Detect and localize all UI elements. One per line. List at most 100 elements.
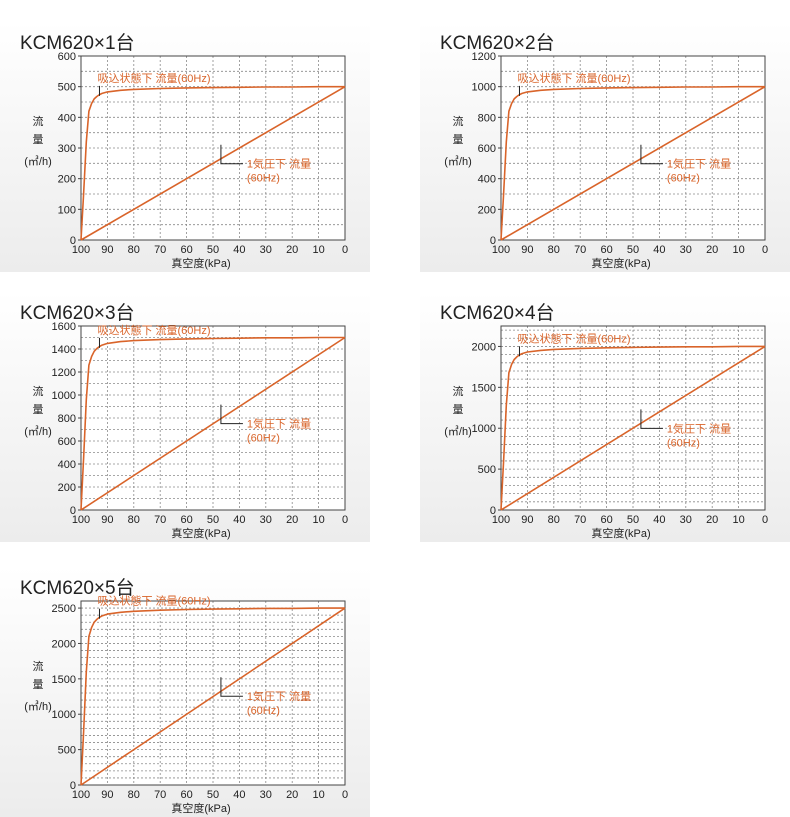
y-tick-label: 600 xyxy=(58,436,76,448)
series-line-suction xyxy=(500,345,765,511)
annotation-label: (60Hz) xyxy=(667,437,700,449)
x-tick-label: 100 xyxy=(492,244,510,256)
y-tick-label: 500 xyxy=(478,464,496,476)
x-tick-label: 40 xyxy=(233,514,245,526)
y-axis-label: 流 xyxy=(453,114,464,128)
y-tick-label: 400 xyxy=(58,112,76,124)
x-tick-label: 90 xyxy=(101,514,113,526)
x-tick-label: 40 xyxy=(653,514,665,526)
x-tick-label: 70 xyxy=(154,244,166,256)
y-tick-label: 1500 xyxy=(52,674,76,686)
annotation-label: (60Hz) xyxy=(247,173,280,185)
y-tick-label: 600 xyxy=(478,143,496,155)
x-tick-label: 60 xyxy=(180,244,192,256)
x-tick-label: 10 xyxy=(312,514,324,526)
y-axis-label: 量 xyxy=(33,133,44,146)
chart-title: KCM620×4台 xyxy=(440,303,555,324)
x-tick-label: 10 xyxy=(312,244,324,256)
x-tick-label: 50 xyxy=(207,789,219,801)
x-tick-label: 30 xyxy=(680,244,692,256)
y-tick-label: 0 xyxy=(490,505,496,517)
y-axis-label: 流 xyxy=(453,384,464,398)
annotation-label: 1気圧下 流量 xyxy=(667,157,731,171)
x-tick-label: 20 xyxy=(706,514,718,526)
x-axis-label: 真空度(kPa) xyxy=(591,256,650,270)
y-tick-label: 400 xyxy=(478,174,496,186)
y-tick-label: 1600 xyxy=(52,321,76,333)
chart-panel-2: KCM620×2台 0 200 400 600 800 1000 1200 100 90 80 70… xyxy=(420,22,790,272)
y-tick-label: 1000 xyxy=(52,709,76,721)
annotation-label: 吸込状態下 流量(60Hz) xyxy=(97,594,210,608)
annotation-leader xyxy=(220,144,243,165)
x-tick-label: 90 xyxy=(101,789,113,801)
y-axis-label: 量 xyxy=(453,133,464,146)
x-tick-label: 70 xyxy=(154,789,166,801)
annotation-label: 吸込状態下 流量(60Hz) xyxy=(517,71,630,85)
chart-title: KCM620×3台 xyxy=(20,303,135,324)
chart-title: KCM620×5台 xyxy=(20,578,135,599)
y-tick-label: 400 xyxy=(58,459,76,471)
x-axis-label: 真空度(kPa) xyxy=(171,801,230,815)
x-tick-label: 0 xyxy=(762,244,768,256)
y-tick-label: 1400 xyxy=(52,344,76,356)
x-tick-label: 10 xyxy=(312,789,324,801)
annotation-label: 1気圧下 流量 xyxy=(247,417,311,431)
y-tick-label: 0 xyxy=(70,780,76,792)
x-tick-label: 0 xyxy=(342,789,348,801)
y-axis-unit: (㎥/h) xyxy=(444,155,472,168)
series-line-atmospheric xyxy=(80,607,346,786)
series-line-suction xyxy=(80,607,345,786)
y-axis-label: 量 xyxy=(453,403,464,416)
x-tick-label: 20 xyxy=(286,514,298,526)
y-tick-label: 200 xyxy=(58,174,76,186)
series-line-atmospheric xyxy=(80,86,346,241)
annotation-label: 吸込状態下 流量(60Hz) xyxy=(517,331,630,345)
y-tick-label: 1000 xyxy=(472,423,496,435)
annotation-label: 吸込状態下 流量(60Hz) xyxy=(97,71,210,85)
y-tick-label: 1000 xyxy=(52,390,76,402)
y-axis-label: 流 xyxy=(33,384,44,398)
annotation-label: (60Hz) xyxy=(247,433,280,445)
annotation-leader xyxy=(220,677,243,697)
y-tick-label: 1200 xyxy=(52,367,76,379)
annotation-label: 1気圧下 流量 xyxy=(667,421,731,435)
series-line-atmospheric xyxy=(500,345,766,511)
x-tick-label: 80 xyxy=(128,514,140,526)
x-tick-label: 30 xyxy=(260,514,272,526)
y-axis-label: 量 xyxy=(33,403,44,416)
y-tick-label: 200 xyxy=(58,482,76,494)
y-tick-label: 2500 xyxy=(52,603,76,615)
y-tick-label: 1500 xyxy=(472,382,496,394)
y-tick-label: 100 xyxy=(58,204,76,216)
x-tick-label: 40 xyxy=(233,789,245,801)
chart-panel-5: KCM620×5台 0 500 1000 1500 2000 2500 100 90 80 70 6… xyxy=(0,567,370,817)
y-axis-label: 流 xyxy=(33,659,44,673)
x-tick-label: 100 xyxy=(72,244,90,256)
series-line-suction xyxy=(80,336,345,511)
x-tick-label: 80 xyxy=(128,789,140,801)
x-axis-label: 真空度(kPa) xyxy=(171,256,230,270)
x-tick-label: 30 xyxy=(260,244,272,256)
y-tick-label: 1200 xyxy=(472,51,496,63)
x-tick-label: 10 xyxy=(732,244,744,256)
x-tick-label: 10 xyxy=(732,514,744,526)
chart-title: KCM620×1台 xyxy=(20,33,135,54)
x-tick-label: 0 xyxy=(762,514,768,526)
x-tick-label: 90 xyxy=(521,514,533,526)
x-tick-label: 20 xyxy=(286,789,298,801)
x-tick-label: 30 xyxy=(260,789,272,801)
x-tick-label: 0 xyxy=(342,514,348,526)
x-tick-label: 30 xyxy=(680,514,692,526)
x-tick-label: 60 xyxy=(600,244,612,256)
x-tick-label: 70 xyxy=(574,244,586,256)
annotation-leader xyxy=(640,144,663,165)
x-tick-label: 40 xyxy=(233,244,245,256)
annotation-label: (60Hz) xyxy=(667,173,700,185)
chart-title: KCM620×2台 xyxy=(440,33,555,54)
x-tick-label: 50 xyxy=(627,514,639,526)
annotation-leader xyxy=(220,404,243,425)
